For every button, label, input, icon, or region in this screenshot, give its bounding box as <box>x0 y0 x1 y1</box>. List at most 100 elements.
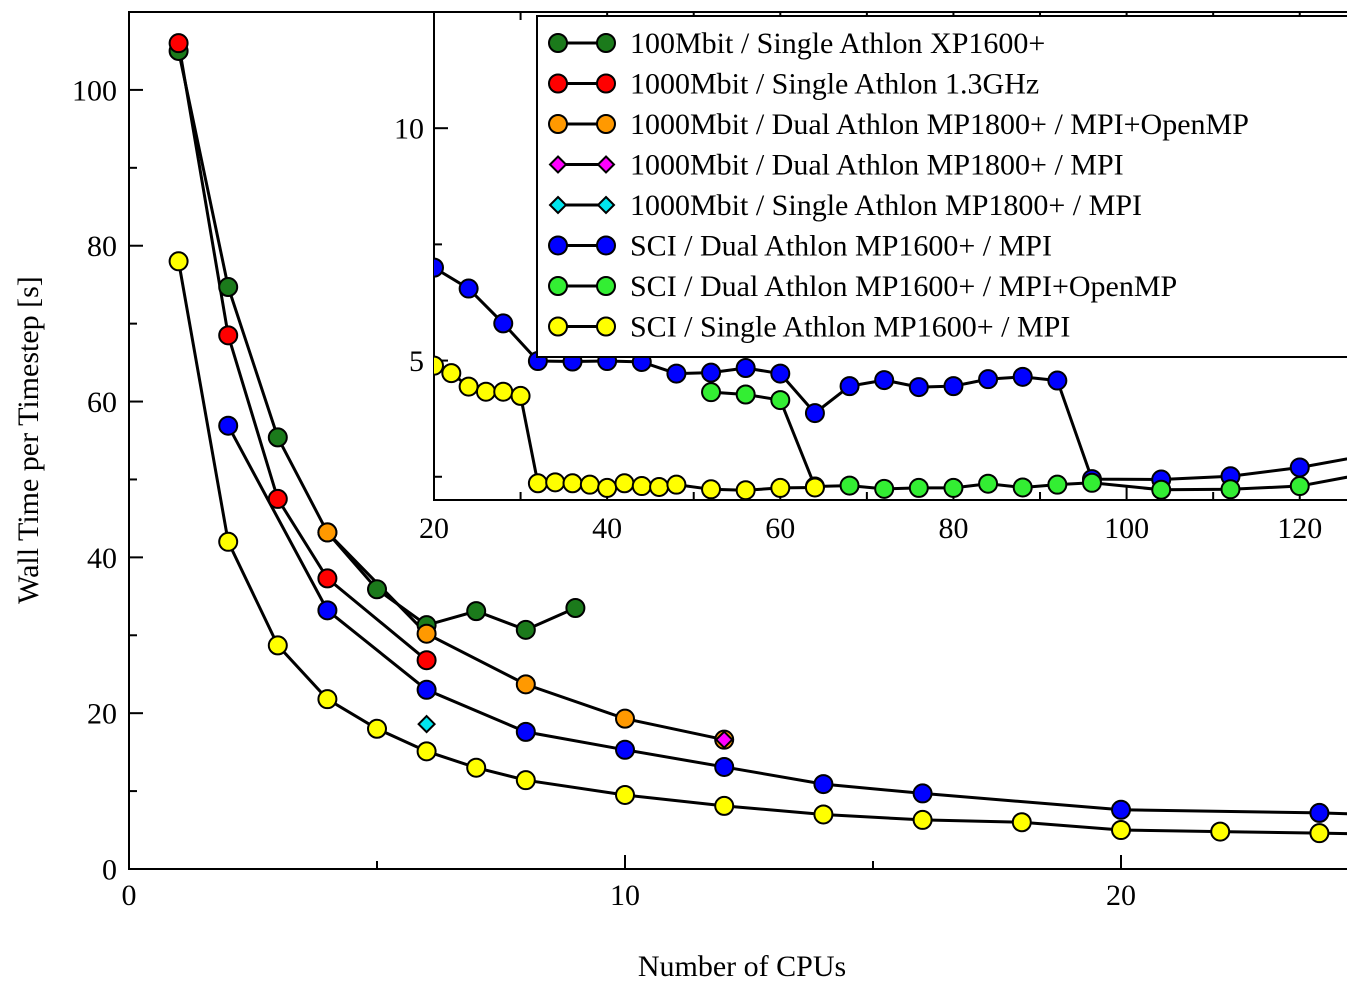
point-sci-dual-athlon-mp1600-mpi <box>978 369 999 390</box>
point-sci-dual-athlon-mp1600-mpi <box>813 774 834 795</box>
y-tick-label: 0 <box>102 854 117 887</box>
x-tick-label: 100 <box>1104 512 1149 545</box>
point-sci-single-athlon-mp1600-mpi <box>770 477 791 498</box>
point-sci-dual-athlon-mp1600-mpi <box>874 370 895 391</box>
point-sci-dual-athlon-mp1600-mpi <box>1012 366 1033 387</box>
point-sci-dual-athlon-mp1600-mpi <box>615 739 635 760</box>
y-tick-label: 100 <box>72 74 117 107</box>
x-tick-label: 0 <box>122 879 137 912</box>
point-sci-single-athlon-mp1600-mpi <box>1011 812 1032 833</box>
point-1000mbit-single-athlon-1-3ghz <box>416 650 437 671</box>
legend-marker <box>548 33 568 53</box>
point-sci-single-athlon-mp1600-mpi <box>1210 821 1231 842</box>
point-100mbit-single-athlon-xp1600 <box>367 579 387 600</box>
point-sci-dual-athlon-mp1600-mpi <box>458 278 479 299</box>
point-sci-dual-athlon-mp1600-mpi <box>839 376 860 397</box>
y-tick-label: 5 <box>409 345 424 378</box>
point-sci-dual-athlon-mp1600-mpi <box>666 363 687 384</box>
legend-marker <box>596 73 616 94</box>
legend-marker <box>596 235 616 256</box>
series-line-sci-dual-athlon-mp1600-mpi-openmp <box>710 390 1347 492</box>
point-1000mbit-dual-athlon-mp1800-mpi-openmp <box>615 708 635 729</box>
legend-marker <box>596 316 616 337</box>
point-sci-single-athlon-mp1600-mpi <box>615 784 635 805</box>
legend-entry-sci-single-athlon-mp1600-mpi: SCI / Single Athlon MP1600+ / MPI <box>548 311 1070 344</box>
point-sci-single-athlon-mp1600-mpi <box>649 476 670 497</box>
x-axis-label: Number of CPUs <box>638 950 846 981</box>
legend-entry-1000mbit-dual-athlon-mp1800-mpi-openmp: 1000Mbit / Dual Athlon MP1800+ / MPI+Ope… <box>548 108 1249 141</box>
point-sci-dual-athlon-mp1600-mpi <box>714 756 735 777</box>
point-1000mbit-dual-athlon-mp1800-mpi-openmp <box>416 623 437 644</box>
point-1000mbit-dual-athlon-mp1800-mpi <box>714 730 734 750</box>
point-sci-dual-athlon-mp1600-mpi-openmp <box>1081 472 1102 493</box>
point-100mbit-single-athlon-xp1600 <box>515 619 536 640</box>
point-1000mbit-single-athlon-1-3ghz <box>218 325 239 346</box>
legend-box <box>536 15 1347 358</box>
point-sci-dual-athlon-mp1600-mpi <box>912 783 933 804</box>
y-axis-label: Wall Time per Timestep [s] <box>12 276 45 604</box>
point-sci-single-athlon-mp1600-mpi <box>735 480 756 500</box>
legend-entry-1000mbit-dual-athlon-mp1800-mpi: 1000Mbit / Dual Athlon MP1800+ / MPI <box>548 149 1124 182</box>
point-sci-dual-athlon-mp1600-mpi-openmp <box>770 390 791 411</box>
legend-marker <box>548 114 568 134</box>
point-sci-single-athlon-mp1600-mpi <box>631 476 652 497</box>
point-sci-single-athlon-mp1600-mpi <box>701 479 722 500</box>
point-sci-dual-athlon-mp1600-mpi-openmp <box>908 477 929 498</box>
main-plot: 0 10 20 0 20 40 60 80 100 <box>72 11 1347 912</box>
x-tick-label: 20 <box>419 512 449 545</box>
point-100mbit-single-athlon-xp1600 <box>565 598 586 619</box>
legend: 100Mbit / Single Athlon XP1600+ 1000Mbit … <box>536 15 1347 358</box>
point-sci-dual-athlon-mp1600-mpi-openmp <box>701 382 722 403</box>
point-sci-single-athlon-mp1600-mpi <box>458 376 479 397</box>
point-sci-dual-athlon-mp1600-mpi <box>493 313 514 334</box>
point-sci-dual-athlon-mp1600-mpi <box>1289 457 1310 478</box>
point-sci-single-athlon-mp1600-mpi <box>416 741 437 762</box>
legend-label: 1000Mbit / Dual Athlon MP1800+ / MPI <box>630 149 1124 182</box>
legend-label: 1000Mbit / Dual Athlon MP1800+ / MPI+Ope… <box>630 108 1249 141</box>
point-sci-dual-athlon-mp1600-mpi-openmp <box>735 384 756 405</box>
legend-label: SCI / Dual Athlon MP1600+ / MPI <box>630 230 1052 263</box>
legend-entry-1000mbit-single-athlon-mp1800-mpi: 1000Mbit / Single Athlon MP1800+ / MPI <box>548 189 1142 222</box>
point-100mbit-single-athlon-xp1600 <box>218 277 239 298</box>
point-sci-dual-athlon-mp1600-mpi <box>735 358 756 379</box>
point-sci-single-athlon-mp1600-mpi <box>813 804 834 825</box>
point-sci-single-athlon-mp1600-mpi <box>367 718 387 739</box>
point-sci-single-athlon-mp1600-mpi <box>510 385 531 406</box>
point-sci-single-athlon-mp1600-mpi <box>597 477 618 498</box>
point-sci-dual-athlon-mp1600-mpi <box>317 600 338 621</box>
series-line-1000mbit-single-athlon-1-3ghz <box>177 42 428 662</box>
legend-label: SCI / Dual Athlon MP1600+ / MPI+OpenMP <box>630 270 1177 303</box>
point-sci-single-athlon-mp1600-mpi <box>1309 823 1330 844</box>
legend-label: 100Mbit / Single Athlon XP1600+ <box>630 27 1045 60</box>
point-sci-dual-athlon-mp1600-mpi <box>416 679 437 700</box>
y-tick-label: 60 <box>87 386 117 419</box>
point-sci-dual-athlon-mp1600-mpi-openmp <box>1047 474 1068 495</box>
legend-marker <box>548 195 568 215</box>
point-sci-dual-athlon-mp1600-mpi <box>434 257 444 278</box>
point-sci-single-athlon-mp1600-mpi <box>493 381 514 402</box>
point-1000mbit-single-athlon-1-3ghz <box>267 488 288 509</box>
legend-marker <box>596 195 616 215</box>
point-sci-single-athlon-mp1600-mpi <box>441 363 462 384</box>
legend-label: SCI / Single Athlon MP1600+ / MPI <box>630 311 1070 344</box>
point-sci-dual-athlon-mp1600-mpi <box>1111 799 1131 820</box>
legend-label: 1000Mbit / Single Athlon MP1800+ / MPI <box>630 189 1142 222</box>
point-1000mbit-single-athlon-mp1800-mpi <box>417 714 437 734</box>
x-tick-label: 120 <box>1277 512 1322 545</box>
point-sci-single-athlon-mp1600-mpi <box>475 381 496 402</box>
y-tick-label: 10 <box>394 113 424 146</box>
point-sci-dual-athlon-mp1600-mpi <box>701 362 722 383</box>
y-tick-label: 80 <box>87 230 117 263</box>
point-sci-dual-athlon-mp1600-mpi <box>1309 802 1330 823</box>
legend-marker <box>548 73 568 94</box>
x-tick-label: 60 <box>765 512 795 545</box>
point-sci-single-athlon-mp1600-mpi <box>579 474 600 495</box>
x-tick-label: 40 <box>592 512 622 545</box>
point-sci-single-athlon-mp1600-mpi <box>912 809 933 830</box>
legend-marker <box>548 316 568 337</box>
point-sci-dual-athlon-mp1600-mpi-openmp <box>1151 479 1172 500</box>
main-series-markers <box>168 33 1330 844</box>
point-sci-single-athlon-mp1600-mpi <box>614 473 635 494</box>
point-sci-single-athlon-mp1600-mpi <box>267 635 288 656</box>
